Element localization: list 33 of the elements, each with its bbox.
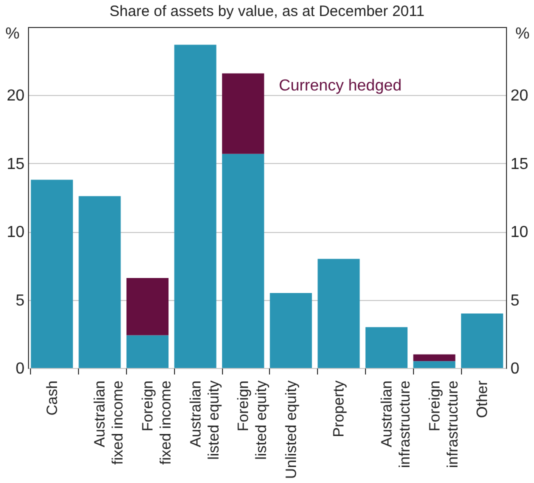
chart-title: Share of assets by value, as at December 2011: [110, 3, 424, 20]
bar: [222, 73, 264, 154]
y2-tick-label: 0: [510, 360, 520, 378]
x-tick-label: Cash: [44, 380, 61, 416]
y-tick-label: 10: [6, 224, 25, 242]
y-axis-title: %: [5, 26, 20, 42]
bar: [270, 292, 312, 368]
y2-tick-label: 5: [510, 292, 520, 310]
y-tick-label: 0: [16, 360, 25, 378]
bar: [30, 180, 73, 368]
series-label: Currency hedged: [278, 77, 402, 94]
y-tick-label: 15: [6, 156, 25, 173]
bar: [318, 258, 360, 368]
y-tick-label: 20: [6, 88, 25, 105]
x-tick-label: Property: [330, 380, 348, 438]
y2-tick-label: 15: [510, 156, 528, 173]
y2-tick-label: 10: [510, 224, 528, 242]
bar: [126, 335, 169, 368]
bar: [174, 44, 216, 368]
bar: [413, 361, 456, 368]
bar: [461, 313, 504, 368]
bar: [365, 327, 408, 368]
x-tick-label: Other: [474, 380, 492, 418]
bar: [126, 278, 169, 336]
x-tick-label: Unlisted equity: [282, 380, 300, 479]
bar: [222, 154, 264, 368]
y2-tick-label: 20: [510, 88, 528, 105]
y-tick-label: 5: [16, 292, 25, 310]
x-tick-label: Australian fixed income: [92, 380, 127, 465]
y2-axis-title: %: [515, 26, 530, 42]
bar: [78, 196, 121, 368]
x-tick-label: Australian infrastructure: [378, 380, 414, 468]
bar: [413, 354, 456, 362]
